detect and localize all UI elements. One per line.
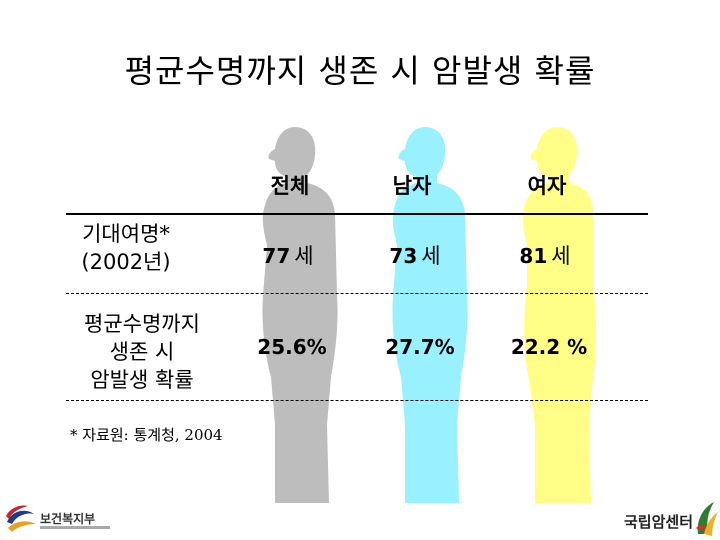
cell-cancer-probability-female: 22.2 %	[510, 335, 588, 359]
footnote-source: * 자료원: 통계청, 2004	[70, 426, 223, 444]
silhouette-total	[262, 127, 338, 503]
row-divider-2	[66, 400, 648, 401]
cancer-center-emblem-icon	[696, 502, 718, 536]
cell-unit: 세	[421, 244, 441, 268]
cell-unit: 세	[294, 244, 314, 268]
column-header-total: 전체	[270, 174, 310, 198]
cell-value: 77	[262, 244, 291, 268]
silhouette-male	[392, 127, 468, 503]
ministry-emblem-icon	[6, 505, 36, 532]
logo-ministry: 보건복지부	[4, 500, 114, 536]
logo-cancer-center-text: 국립암센터	[624, 513, 694, 531]
cell-value: 73	[389, 244, 418, 268]
cell-life-expectancy-total: 77 세	[233, 240, 343, 270]
row-label-cancer-probability-line1: 평균수명까지	[84, 312, 200, 336]
cell-life-expectancy-female: 81 세	[490, 240, 600, 270]
cell-cancer-probability-total: 25.6%	[257, 335, 327, 359]
cell-life-expectancy-male: 73 세	[360, 240, 470, 270]
column-header-male: 남자	[392, 174, 432, 198]
row-label-cancer-probability-line3: 암발생 확률	[90, 368, 194, 392]
logo-cancer-center: 국립암센터	[596, 496, 720, 540]
cell-cancer-probability-male: 27.7%	[385, 335, 455, 359]
silhouette-male-shape	[392, 127, 468, 503]
column-header-female: 여자	[527, 174, 567, 198]
logo-ministry-subline	[40, 526, 110, 529]
row-divider-1	[66, 293, 648, 294]
logo-ministry-text: 보건복지부	[40, 512, 96, 526]
cell-unit: 세	[551, 244, 571, 268]
row-label-life-expectancy-line2: (2002년)	[81, 250, 171, 274]
silhouette-female	[522, 127, 596, 503]
header-divider	[66, 213, 648, 215]
row-label-life-expectancy-line1: 기대여명*	[82, 222, 170, 246]
row-label-life-expectancy: 기대여명* (2002년)	[66, 220, 186, 276]
row-label-cancer-probability: 평균수명까지 생존 시 암발생 확률	[62, 310, 222, 394]
silhouette-total-shape	[262, 127, 338, 503]
silhouette-female-shape	[522, 127, 596, 503]
slide-title: 평균수명까지 생존 시 암발생 확률	[124, 52, 596, 90]
cell-value: 81	[519, 244, 548, 268]
row-label-cancer-probability-line2: 생존 시	[109, 340, 175, 364]
